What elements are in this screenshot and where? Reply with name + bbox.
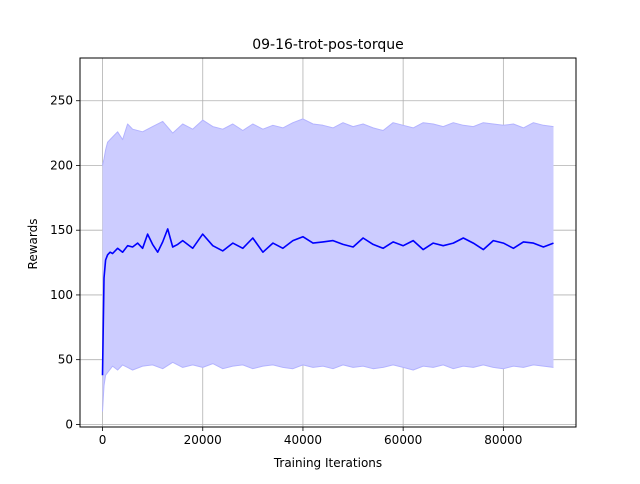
plot-frame [79, 57, 577, 428]
series-layer [101, 118, 554, 412]
y-tick-label-2: 100 [50, 288, 73, 302]
x-tick-label-2: 40000 [284, 433, 322, 447]
x-tick-label-0: 0 [99, 433, 107, 447]
std-band-layer [102, 118, 554, 412]
y-tick-label-5: 250 [50, 94, 73, 108]
tick-layer: 0 20000 40000 60000 80000 0 50 100 150 200 250 [50, 94, 522, 447]
lower-bound-line [102, 361, 554, 412]
y-axis-label: Rewards [26, 219, 40, 270]
mean-reward-line [101, 228, 554, 376]
x-axis-label: Training Iterations [273, 456, 382, 470]
axes [79, 57, 577, 428]
y-tick-label-1: 50 [58, 353, 73, 367]
x-tick-label-1: 20000 [184, 433, 222, 447]
chart-title: 09-16-trot-pos-torque [252, 37, 404, 53]
upper-bound-line [102, 118, 554, 166]
y-tick-label-0: 0 [65, 417, 73, 431]
x-tick-label-4: 80000 [484, 433, 522, 447]
x-tick-label-3: 60000 [384, 433, 422, 447]
std-band [102, 118, 554, 412]
y-tick-label-3: 150 [50, 223, 73, 237]
y-tick-label-4: 200 [50, 158, 73, 172]
